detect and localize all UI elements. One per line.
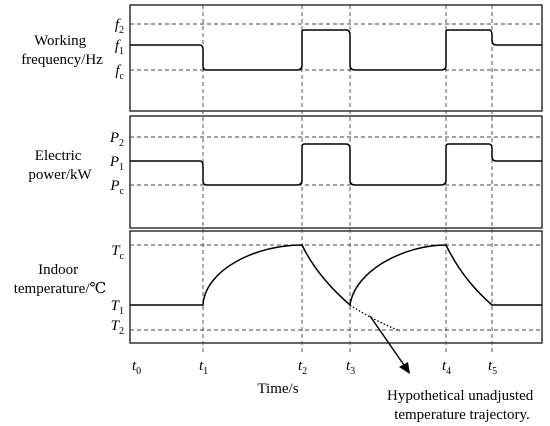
level-label-tc: Tc: [111, 243, 124, 262]
power-panel-frame: [129, 115, 543, 229]
temperature-panel-frame: [129, 230, 543, 344]
level-label-p2: P2: [109, 130, 124, 149]
temperature-panel-label: Indoor temperature/℃: [14, 262, 107, 297]
time-tick-t2: t2: [298, 358, 307, 377]
time-tick-t1: t1: [199, 358, 208, 377]
frequency-panel-frame: [129, 4, 543, 112]
frequency-level-guides: [130, 23, 542, 71]
level-label-pc: Pc: [109, 178, 124, 197]
level-label-f2: f2: [115, 17, 124, 36]
x-axis-label: Time/s: [257, 381, 298, 397]
unadjusted-trajectory-dotted: [349, 304, 401, 332]
time-tick-t3: t3: [346, 358, 355, 377]
level-label-f1: f1: [115, 38, 124, 57]
frequency-trace: [130, 29, 542, 71]
time-tick-t4: t4: [442, 358, 451, 377]
frequency-panel-label: Working frequency/Hz: [21, 33, 103, 68]
annotation-arrow: [369, 315, 410, 374]
level-label-fc: fc: [115, 63, 124, 82]
power-level-guides: [130, 136, 542, 186]
power-trace: [130, 143, 542, 186]
level-label-t2: T2: [111, 318, 124, 337]
temperature-level-guides: [130, 244, 542, 331]
level-label-p1: P1: [109, 154, 124, 173]
time-tick-t0: t0: [132, 358, 141, 377]
power-panel-label: Electric power/kW: [28, 148, 92, 183]
annotation-text: Hypothetical unadjusted temperature traj…: [387, 388, 537, 423]
level-label-t1: T1: [111, 298, 124, 317]
time-tick-t5: t5: [488, 358, 497, 377]
temperature-trace: [130, 244, 542, 306]
